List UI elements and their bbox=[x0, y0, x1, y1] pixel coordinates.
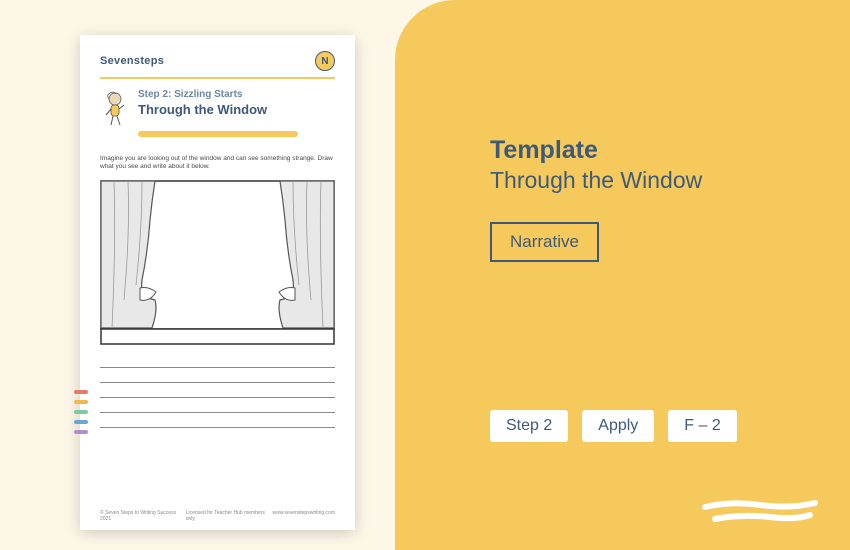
scribble-decoration bbox=[700, 495, 820, 525]
resource-title: Through the Window bbox=[490, 167, 820, 194]
color-tab-2 bbox=[74, 410, 88, 414]
writing-line bbox=[100, 427, 335, 428]
color-tab-4 bbox=[74, 430, 88, 434]
footer-left: © Seven Steps to Writing Success 2021 bbox=[100, 510, 186, 522]
tag-row: Step 2 Apply F – 2 bbox=[490, 410, 737, 442]
window-illustration bbox=[100, 180, 335, 345]
tag-2[interactable]: F – 2 bbox=[668, 410, 736, 442]
color-tab-1 bbox=[74, 400, 88, 404]
writing-lines bbox=[100, 367, 335, 428]
worksheet-header: Sevensteps N bbox=[100, 51, 335, 79]
tag-0[interactable]: Step 2 bbox=[490, 410, 568, 442]
background-right bbox=[395, 0, 850, 550]
resource-type: Template bbox=[490, 135, 820, 165]
worksheet-preview: Sevensteps N Step 2: Sizzling Starts Thr… bbox=[80, 35, 355, 530]
color-tabs bbox=[74, 390, 88, 434]
step-label: Step 2: Sizzling Starts bbox=[138, 89, 267, 100]
instruction-text: Imagine you are looking out of the windo… bbox=[100, 155, 335, 172]
footer-right: www.sevenstepswriting.com bbox=[272, 510, 335, 522]
writing-line bbox=[100, 412, 335, 413]
tag-1[interactable]: Apply bbox=[582, 410, 654, 442]
narrative-badge: N bbox=[315, 51, 335, 71]
brand-logo-text: Sevensteps bbox=[100, 55, 164, 67]
writing-line bbox=[100, 397, 335, 398]
info-panel: Template Through the Window Narrative bbox=[490, 135, 820, 262]
writing-line bbox=[100, 367, 335, 368]
color-tab-3 bbox=[74, 420, 88, 424]
underline-marker bbox=[138, 131, 298, 137]
step-heading-block: Step 2: Sizzling Starts Through the Wind… bbox=[100, 89, 335, 127]
footer-center: Licensed for Teacher Hub members only bbox=[186, 510, 273, 522]
category-badge[interactable]: Narrative bbox=[490, 222, 599, 262]
color-tab-0 bbox=[74, 390, 88, 394]
mascot-icon bbox=[100, 89, 130, 127]
worksheet-subtitle: Through the Window bbox=[138, 102, 267, 117]
worksheet-footer: © Seven Steps to Writing Success 2021 Li… bbox=[100, 510, 335, 522]
writing-line bbox=[100, 382, 335, 383]
